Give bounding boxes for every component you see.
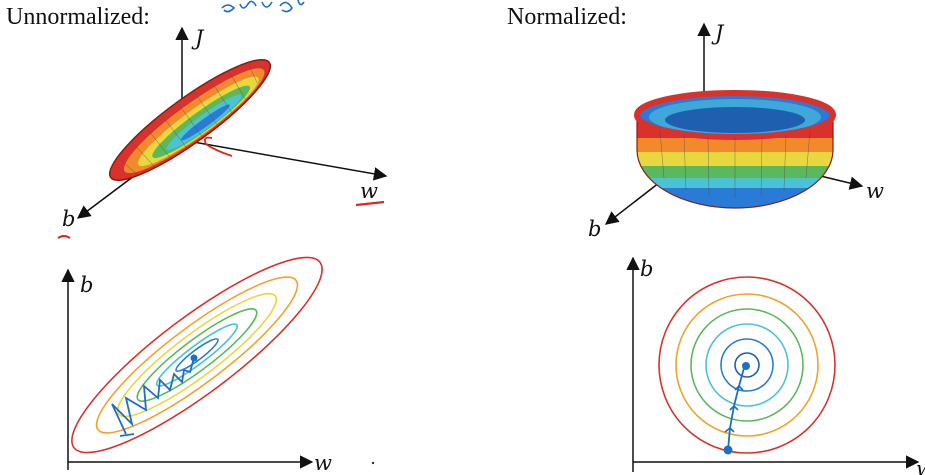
- circle-ring-6: [734, 352, 760, 378]
- w-label-contour-right: w: [916, 457, 925, 475]
- contour-ring-3: [116, 292, 278, 418]
- circle-ring-5: [720, 338, 774, 392]
- normalized-surface-plot: J w b: [588, 21, 884, 241]
- normalized-contour-plot: b w: [626, 256, 925, 475]
- circle-ring-1: [658, 276, 836, 454]
- handwritten-scribble: [221, 0, 305, 13]
- circle-ring-2: [675, 293, 819, 437]
- unnormalized-surface-plot: J w b: [57, 26, 388, 239]
- circle-ring-4: [705, 323, 789, 407]
- red-underline-b: [57, 235, 71, 239]
- j-label-left: J: [191, 26, 205, 50]
- minimum-point-left: [190, 354, 198, 362]
- contour-ring-4: [136, 308, 258, 402]
- round-bowl-surface: [634, 90, 836, 209]
- red-underline-w: [355, 200, 385, 207]
- contour-ring-5: [155, 323, 239, 387]
- contour-ring-6: [175, 338, 219, 372]
- b-label-left: b: [62, 207, 75, 231]
- j-label-right: J: [711, 21, 725, 45]
- unnormalized-contour-plot: b w: [61, 256, 375, 475]
- b-label-contour-left: b: [80, 273, 93, 297]
- b-label-right: b: [588, 217, 601, 241]
- start-tick-left: [119, 433, 135, 437]
- b-label-contour-right: b: [640, 257, 653, 281]
- circle-ring-3: [690, 308, 804, 422]
- contour-ring-2: [95, 276, 299, 434]
- stray-dot: [371, 461, 375, 465]
- zigzag-descent-path: [111, 357, 195, 435]
- contour-ring-1: [71, 256, 323, 454]
- normalized-heading: Normalized:: [507, 4, 627, 30]
- w-axis-left: [181, 139, 388, 181]
- elongated-bowl-surface: [108, 58, 272, 182]
- w-label-contour-left: w: [314, 451, 332, 475]
- w-label-left: w: [360, 179, 378, 203]
- red-curl-annotation: [203, 136, 233, 157]
- unnormalized-heading: Unnormalized:: [6, 4, 150, 30]
- start-point-right: [723, 445, 733, 455]
- minimum-point-right: [742, 362, 750, 370]
- w-label-right: w: [866, 179, 884, 203]
